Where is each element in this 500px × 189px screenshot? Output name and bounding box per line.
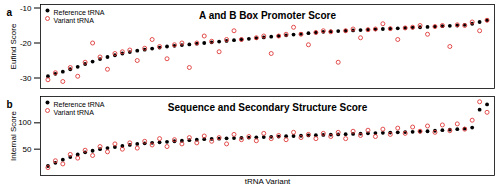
svg-text:100: 100 [18, 118, 32, 127]
svg-text:Variant tRNA: Variant tRNA [54, 109, 95, 116]
svg-text:Reference tRNA: Reference tRNA [54, 9, 105, 16]
svg-text:A and B Box Promoter Score: A and B Box Promoter Score [199, 10, 336, 21]
svg-text:a: a [7, 7, 13, 18]
svg-text:Internal Score: Internal Score [9, 111, 18, 161]
svg-text:Reference tRNA: Reference tRNA [54, 101, 105, 108]
svg-text:Sequence and Secondary Structu: Sequence and Secondary Structure Score [168, 102, 368, 113]
svg-text:Variant tRNA: Variant tRNA [54, 17, 95, 24]
svg-text:-10: -10 [20, 4, 32, 13]
svg-text:b: b [7, 99, 13, 110]
svg-text:-20: -20 [20, 39, 32, 48]
svg-text:50: 50 [23, 145, 32, 154]
svg-text:tRNA Variant: tRNA Variant [245, 177, 291, 186]
svg-text:Eufind Score: Eufind Score [9, 23, 18, 69]
svg-text:-30: -30 [20, 74, 32, 83]
